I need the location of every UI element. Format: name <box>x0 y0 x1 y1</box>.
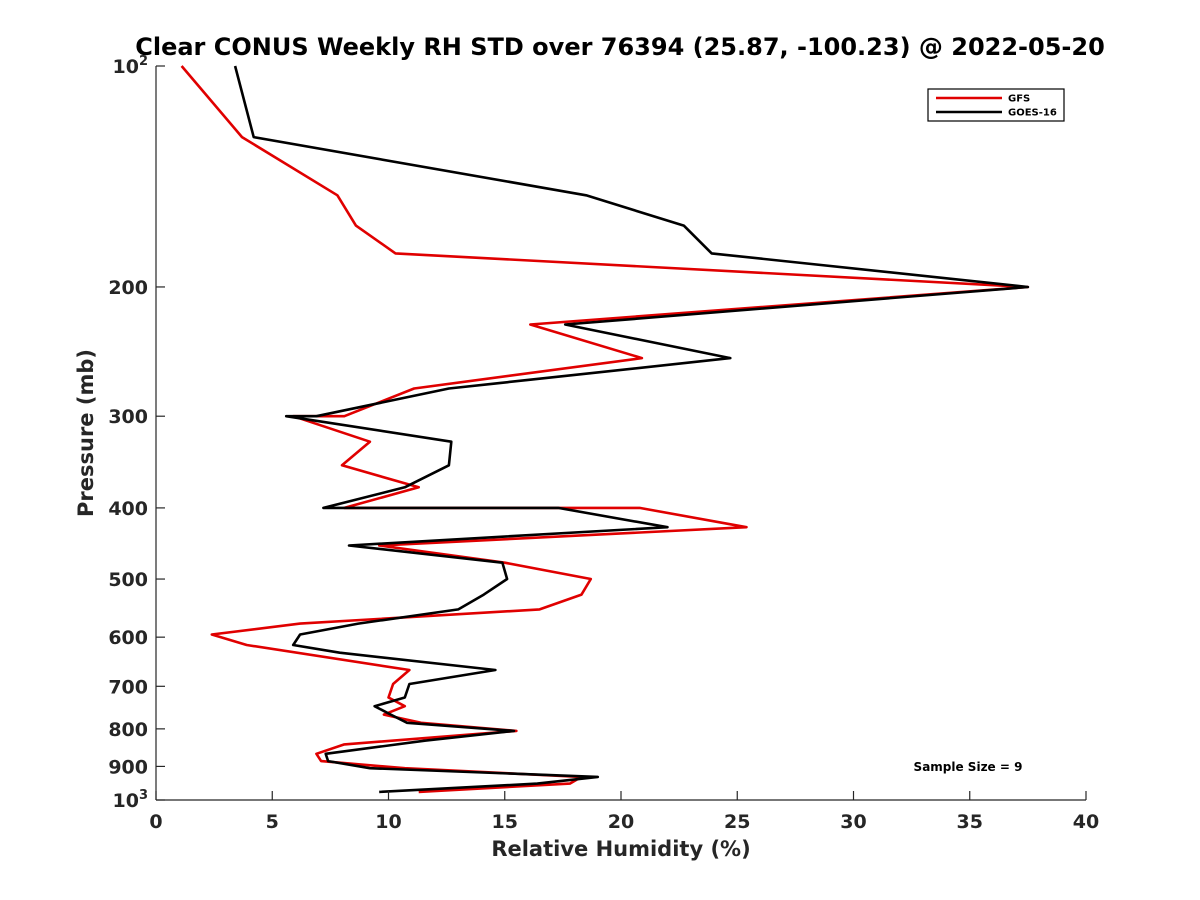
series-line-goes-16 <box>233 65 1030 794</box>
x-tick-label: 30 <box>840 811 866 833</box>
sample-size-annotation: Sample Size = 9 <box>914 760 1023 774</box>
x-axis-label: Relative Humidity (%) <box>491 837 750 861</box>
plot-area <box>156 66 1086 800</box>
legend-box <box>927 88 1065 122</box>
y-tick-label: 600 <box>108 627 148 649</box>
y-tick-label: 102 <box>113 54 149 78</box>
y-tick-label: 500 <box>108 569 148 591</box>
x-tick-label: 15 <box>492 811 518 833</box>
chart-title: Clear CONUS Weekly RH STD over 76394 (25… <box>135 33 1105 61</box>
x-tick-label: 10 <box>375 811 401 833</box>
x-tick-label: 20 <box>608 811 634 833</box>
y-tick-label: 800 <box>108 719 148 741</box>
y-tick-label: 200 <box>108 277 148 299</box>
legend: GFS GOES-16 <box>927 88 1065 122</box>
legend-label-goes-16: GOES-16 <box>1008 108 1057 119</box>
legend-label-gfs: GFS <box>1008 94 1030 105</box>
y-tick-label: 103 <box>113 788 149 812</box>
x-tick-label: 40 <box>1073 811 1099 833</box>
series-layer <box>180 65 1030 794</box>
x-tick-label: 25 <box>724 811 750 833</box>
x-tick-label: 0 <box>149 811 162 833</box>
x-tick-label: 5 <box>266 811 279 833</box>
y-axis-ticks: 102 200 300 400 500 600 700 800 900 103 <box>108 54 165 812</box>
x-tick-label: 35 <box>957 811 983 833</box>
x-axis-ticks: 0 5 10 15 20 25 30 35 40 <box>149 791 1099 833</box>
series-line-gfs <box>180 65 1030 794</box>
y-tick-label: 300 <box>108 406 148 428</box>
y-tick-label: 400 <box>108 498 148 520</box>
y-tick-label: 900 <box>108 756 148 778</box>
y-axis-label: Pressure (mb) <box>74 349 98 517</box>
y-tick-label: 700 <box>108 676 148 698</box>
